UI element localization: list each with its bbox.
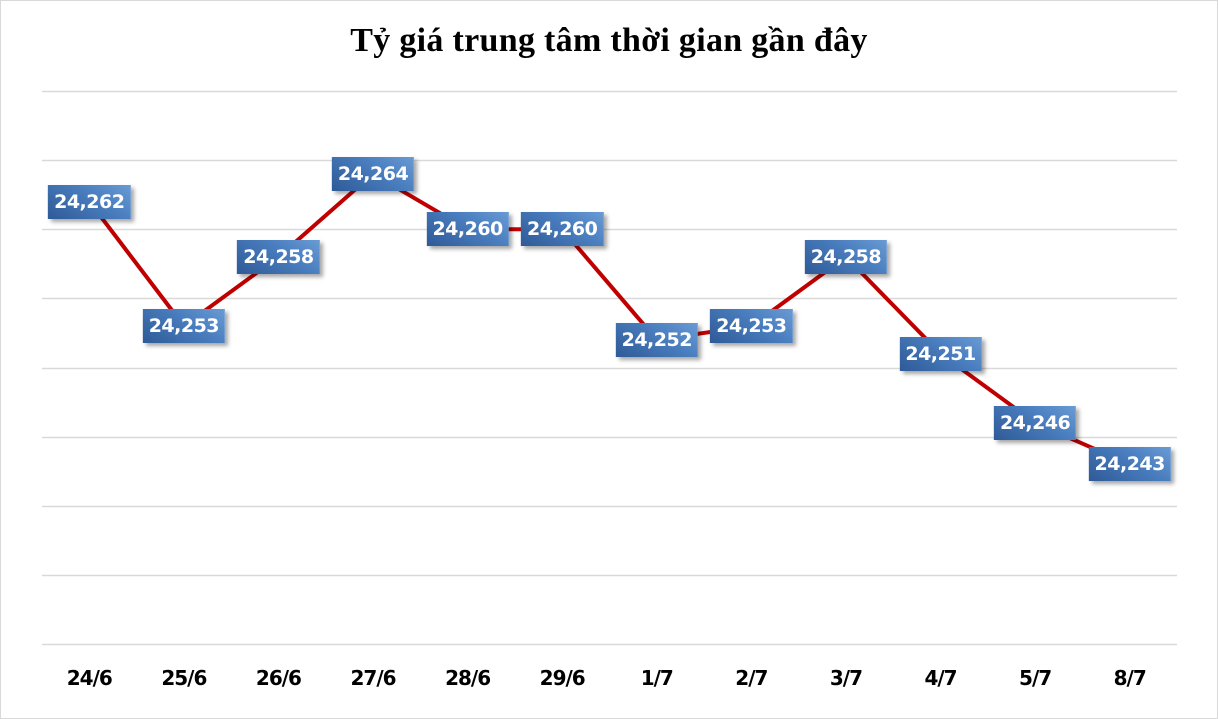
x-tick-label: 2/7 [735,666,768,690]
data-label: 24,253 [710,309,793,344]
data-label: 24,262 [48,184,131,219]
data-label: 24,253 [142,309,226,344]
data-label: 24,260 [521,212,604,247]
data-label: 24,264 [331,156,415,191]
x-tick-label: 28/6 [445,666,491,690]
x-tick-label: 4/7 [924,666,957,690]
chart-title: Tỷ giá trung tâm thời gian gần đây [350,22,868,59]
x-tick-label: 3/7 [829,666,863,690]
x-tick-label: 25/6 [161,666,207,690]
data-label: 24,251 [899,336,982,371]
x-tick-label: 24/6 [66,666,113,690]
x-tick-label: 29/6 [539,666,586,690]
x-tick-label: 1/7 [640,666,674,690]
x-tick-label: 26/6 [255,666,302,690]
data-label: 24,243 [1088,447,1171,482]
x-tick-label: 8/7 [1113,666,1147,690]
data-label: 24,258 [237,239,320,274]
x-tick-label: 5/7 [1019,666,1052,690]
data-label: 24,246 [993,405,1077,440]
series-line [87,171,1131,467]
data-label: 24,258 [804,239,888,274]
data-label: 24,260 [426,212,509,247]
x-tick-label: 27/6 [350,666,397,690]
data-label: 24,252 [615,322,698,357]
